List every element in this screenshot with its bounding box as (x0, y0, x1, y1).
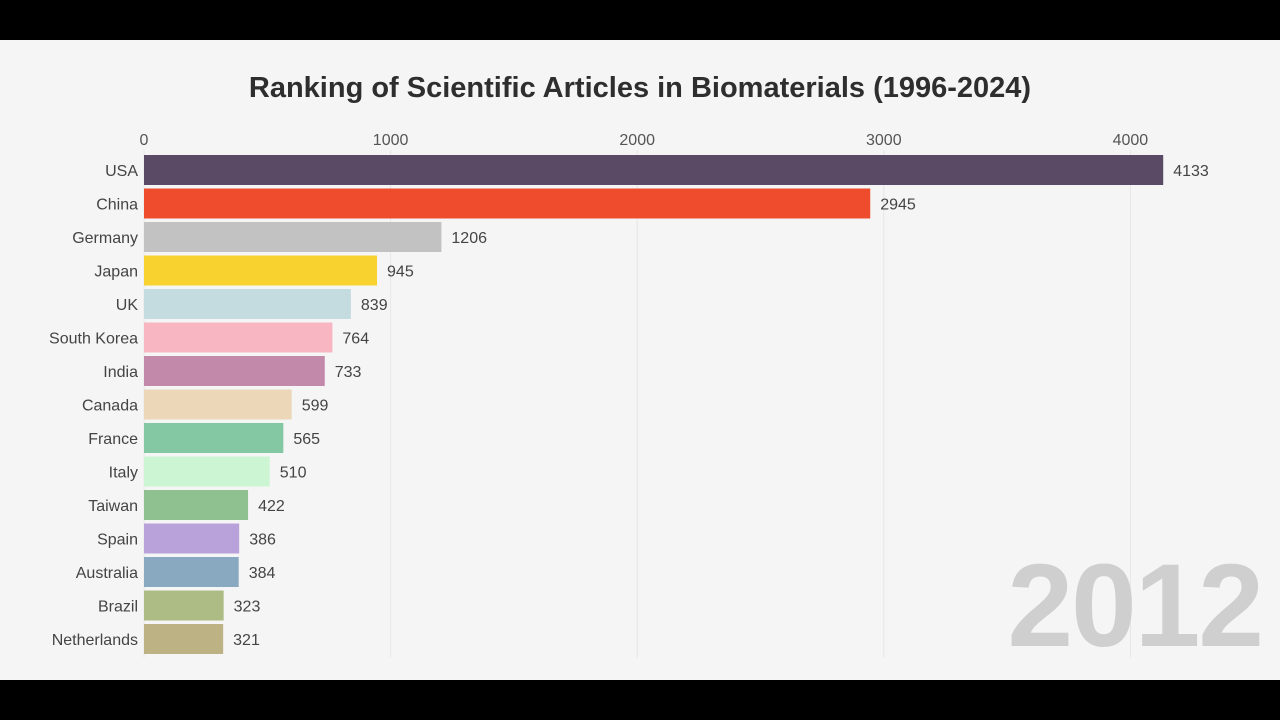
category-label: Netherlands (52, 632, 138, 649)
bar-taiwan (144, 490, 249, 520)
data-label: 1206 (451, 230, 487, 247)
data-label: 733 (335, 364, 362, 381)
category-label: Italy (109, 465, 138, 482)
category-label: Japan (94, 264, 138, 281)
data-label: 599 (302, 398, 329, 415)
x-tick-label: 4000 (1113, 132, 1149, 149)
x-tick-label: 1000 (373, 132, 409, 149)
year-label: 2012 (1007, 540, 1264, 672)
category-label: Brazil (98, 599, 138, 616)
bar-south-korea (144, 322, 333, 353)
data-label: 323 (234, 599, 261, 616)
data-label: 2945 (880, 197, 916, 214)
category-label: Canada (82, 398, 138, 415)
category-label: USA (105, 163, 138, 180)
data-label: 565 (293, 431, 320, 448)
data-label: 386 (249, 532, 276, 549)
bar-china (144, 188, 871, 219)
data-label: 764 (342, 331, 369, 348)
bar-canada (144, 389, 292, 420)
data-label: 839 (361, 297, 388, 314)
bar-brazil (144, 590, 224, 621)
category-label: Australia (76, 565, 138, 582)
bar-italy (144, 456, 270, 487)
data-label: 422 (258, 498, 285, 515)
x-tick-label: 2000 (619, 132, 655, 149)
chart-title: Ranking of Scientific Articles in Biomat… (248, 72, 1032, 104)
x-tick-label: 0 (140, 132, 149, 149)
bar-japan (144, 255, 378, 286)
x-tick-label: 3000 (866, 132, 902, 149)
category-label: Taiwan (88, 498, 138, 515)
data-label: 510 (280, 465, 307, 482)
bar-spain (144, 523, 240, 554)
data-label: 384 (249, 565, 276, 582)
category-label: India (103, 364, 138, 381)
data-label: 945 (387, 264, 414, 281)
category-label: China (96, 197, 138, 214)
bar-germany (144, 222, 442, 252)
bar-usa (144, 155, 1164, 185)
bar-france (144, 423, 284, 453)
bar-uk (144, 289, 351, 319)
data-label: 321 (233, 632, 260, 649)
category-label: France (88, 431, 138, 448)
category-label: Germany (72, 230, 138, 247)
category-label: South Korea (49, 331, 138, 348)
category-label: Spain (97, 532, 138, 549)
bar-netherlands (144, 624, 224, 654)
bar-australia (144, 557, 239, 587)
category-label: UK (116, 297, 139, 314)
data-label: 4133 (1173, 163, 1209, 180)
bar-india (144, 356, 325, 386)
